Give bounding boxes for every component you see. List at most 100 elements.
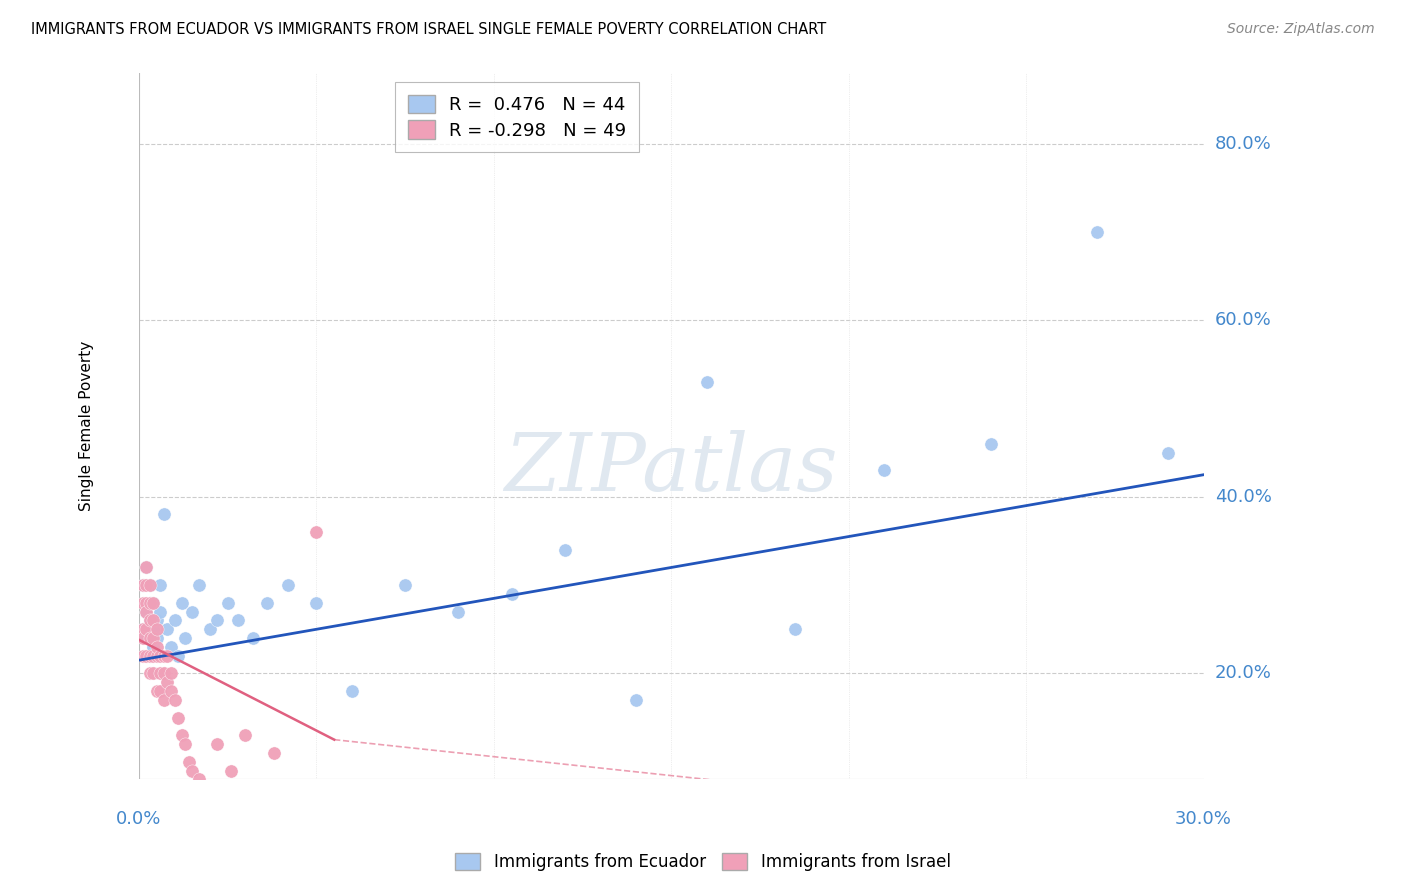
Point xyxy=(205,737,228,751)
Point xyxy=(135,560,157,574)
Text: 60.0%: 60.0% xyxy=(1215,311,1271,329)
Text: Source: ZipAtlas.com: Source: ZipAtlas.com xyxy=(1227,22,1375,37)
Text: 0.0%: 0.0% xyxy=(117,810,162,828)
Point xyxy=(980,437,1002,451)
Point xyxy=(138,666,160,681)
Point xyxy=(138,596,160,610)
Point xyxy=(160,666,183,681)
Point xyxy=(554,542,576,557)
Point xyxy=(305,525,328,540)
Point xyxy=(163,693,186,707)
Point xyxy=(135,560,157,574)
Point xyxy=(181,605,204,619)
Point xyxy=(146,631,169,645)
Point xyxy=(135,648,157,663)
Point xyxy=(263,746,285,760)
Point xyxy=(174,631,197,645)
Point xyxy=(142,666,165,681)
Point xyxy=(146,684,169,698)
Point xyxy=(221,764,243,778)
Point xyxy=(785,622,807,636)
Point xyxy=(170,728,193,742)
Point xyxy=(138,631,160,645)
Point xyxy=(153,508,176,522)
Point xyxy=(138,648,160,663)
Point xyxy=(146,640,169,654)
Point xyxy=(142,596,165,610)
Point xyxy=(167,710,190,724)
Point xyxy=(277,578,299,592)
Point xyxy=(235,728,257,742)
Text: 40.0%: 40.0% xyxy=(1215,488,1271,506)
Point xyxy=(135,631,157,645)
Point xyxy=(153,666,176,681)
Point xyxy=(195,781,218,796)
Point xyxy=(149,578,172,592)
Point xyxy=(138,578,160,592)
Point xyxy=(142,596,165,610)
Point xyxy=(146,622,169,636)
Legend: R =  0.476   N = 44, R = -0.298   N = 49: R = 0.476 N = 44, R = -0.298 N = 49 xyxy=(395,82,638,153)
Point xyxy=(170,596,193,610)
Text: IMMIGRANTS FROM ECUADOR VS IMMIGRANTS FROM ISRAEL SINGLE FEMALE POVERTY CORRELAT: IMMIGRANTS FROM ECUADOR VS IMMIGRANTS FR… xyxy=(31,22,827,37)
Point xyxy=(131,596,153,610)
Point xyxy=(198,622,221,636)
Point xyxy=(156,622,179,636)
Point xyxy=(160,684,183,698)
Point xyxy=(131,578,153,592)
Point xyxy=(174,737,197,751)
Point xyxy=(135,622,157,636)
Point xyxy=(696,375,718,389)
Text: 20.0%: 20.0% xyxy=(1215,665,1271,682)
Point xyxy=(135,605,157,619)
Point xyxy=(156,648,179,663)
Point xyxy=(1085,225,1108,239)
Point xyxy=(131,578,153,592)
Point xyxy=(149,684,172,698)
Point xyxy=(131,622,153,636)
Point xyxy=(135,578,157,592)
Point xyxy=(149,648,172,663)
Point xyxy=(149,605,172,619)
Point xyxy=(138,614,160,628)
Point xyxy=(131,631,153,645)
Point xyxy=(228,614,250,628)
Text: 80.0%: 80.0% xyxy=(1215,135,1271,153)
Point xyxy=(153,693,176,707)
Point xyxy=(138,578,160,592)
Point xyxy=(153,648,176,663)
Point xyxy=(873,463,896,477)
Point xyxy=(256,596,278,610)
Point xyxy=(131,622,153,636)
Point xyxy=(156,675,179,690)
Point xyxy=(163,614,186,628)
Point xyxy=(135,596,157,610)
Legend: Immigrants from Ecuador, Immigrants from Israel: Immigrants from Ecuador, Immigrants from… xyxy=(447,845,959,880)
Point xyxy=(501,587,523,601)
Point xyxy=(624,693,647,707)
Point xyxy=(142,648,165,663)
Point xyxy=(188,772,211,787)
Point xyxy=(181,764,204,778)
Point xyxy=(142,622,165,636)
Text: 30.0%: 30.0% xyxy=(1175,810,1232,828)
Point xyxy=(135,605,157,619)
Point xyxy=(205,614,228,628)
Point xyxy=(1157,445,1180,459)
Point xyxy=(142,614,165,628)
Point xyxy=(149,666,172,681)
Point xyxy=(447,605,470,619)
Point xyxy=(340,684,363,698)
Point xyxy=(146,648,169,663)
Point xyxy=(138,614,160,628)
Point xyxy=(188,578,211,592)
Point xyxy=(142,640,165,654)
Text: ZIPatlas: ZIPatlas xyxy=(505,430,838,508)
Point xyxy=(167,648,190,663)
Point xyxy=(217,596,239,610)
Point xyxy=(305,596,328,610)
Point xyxy=(394,578,416,592)
Point xyxy=(177,755,200,769)
Point xyxy=(146,614,169,628)
Point xyxy=(142,631,165,645)
